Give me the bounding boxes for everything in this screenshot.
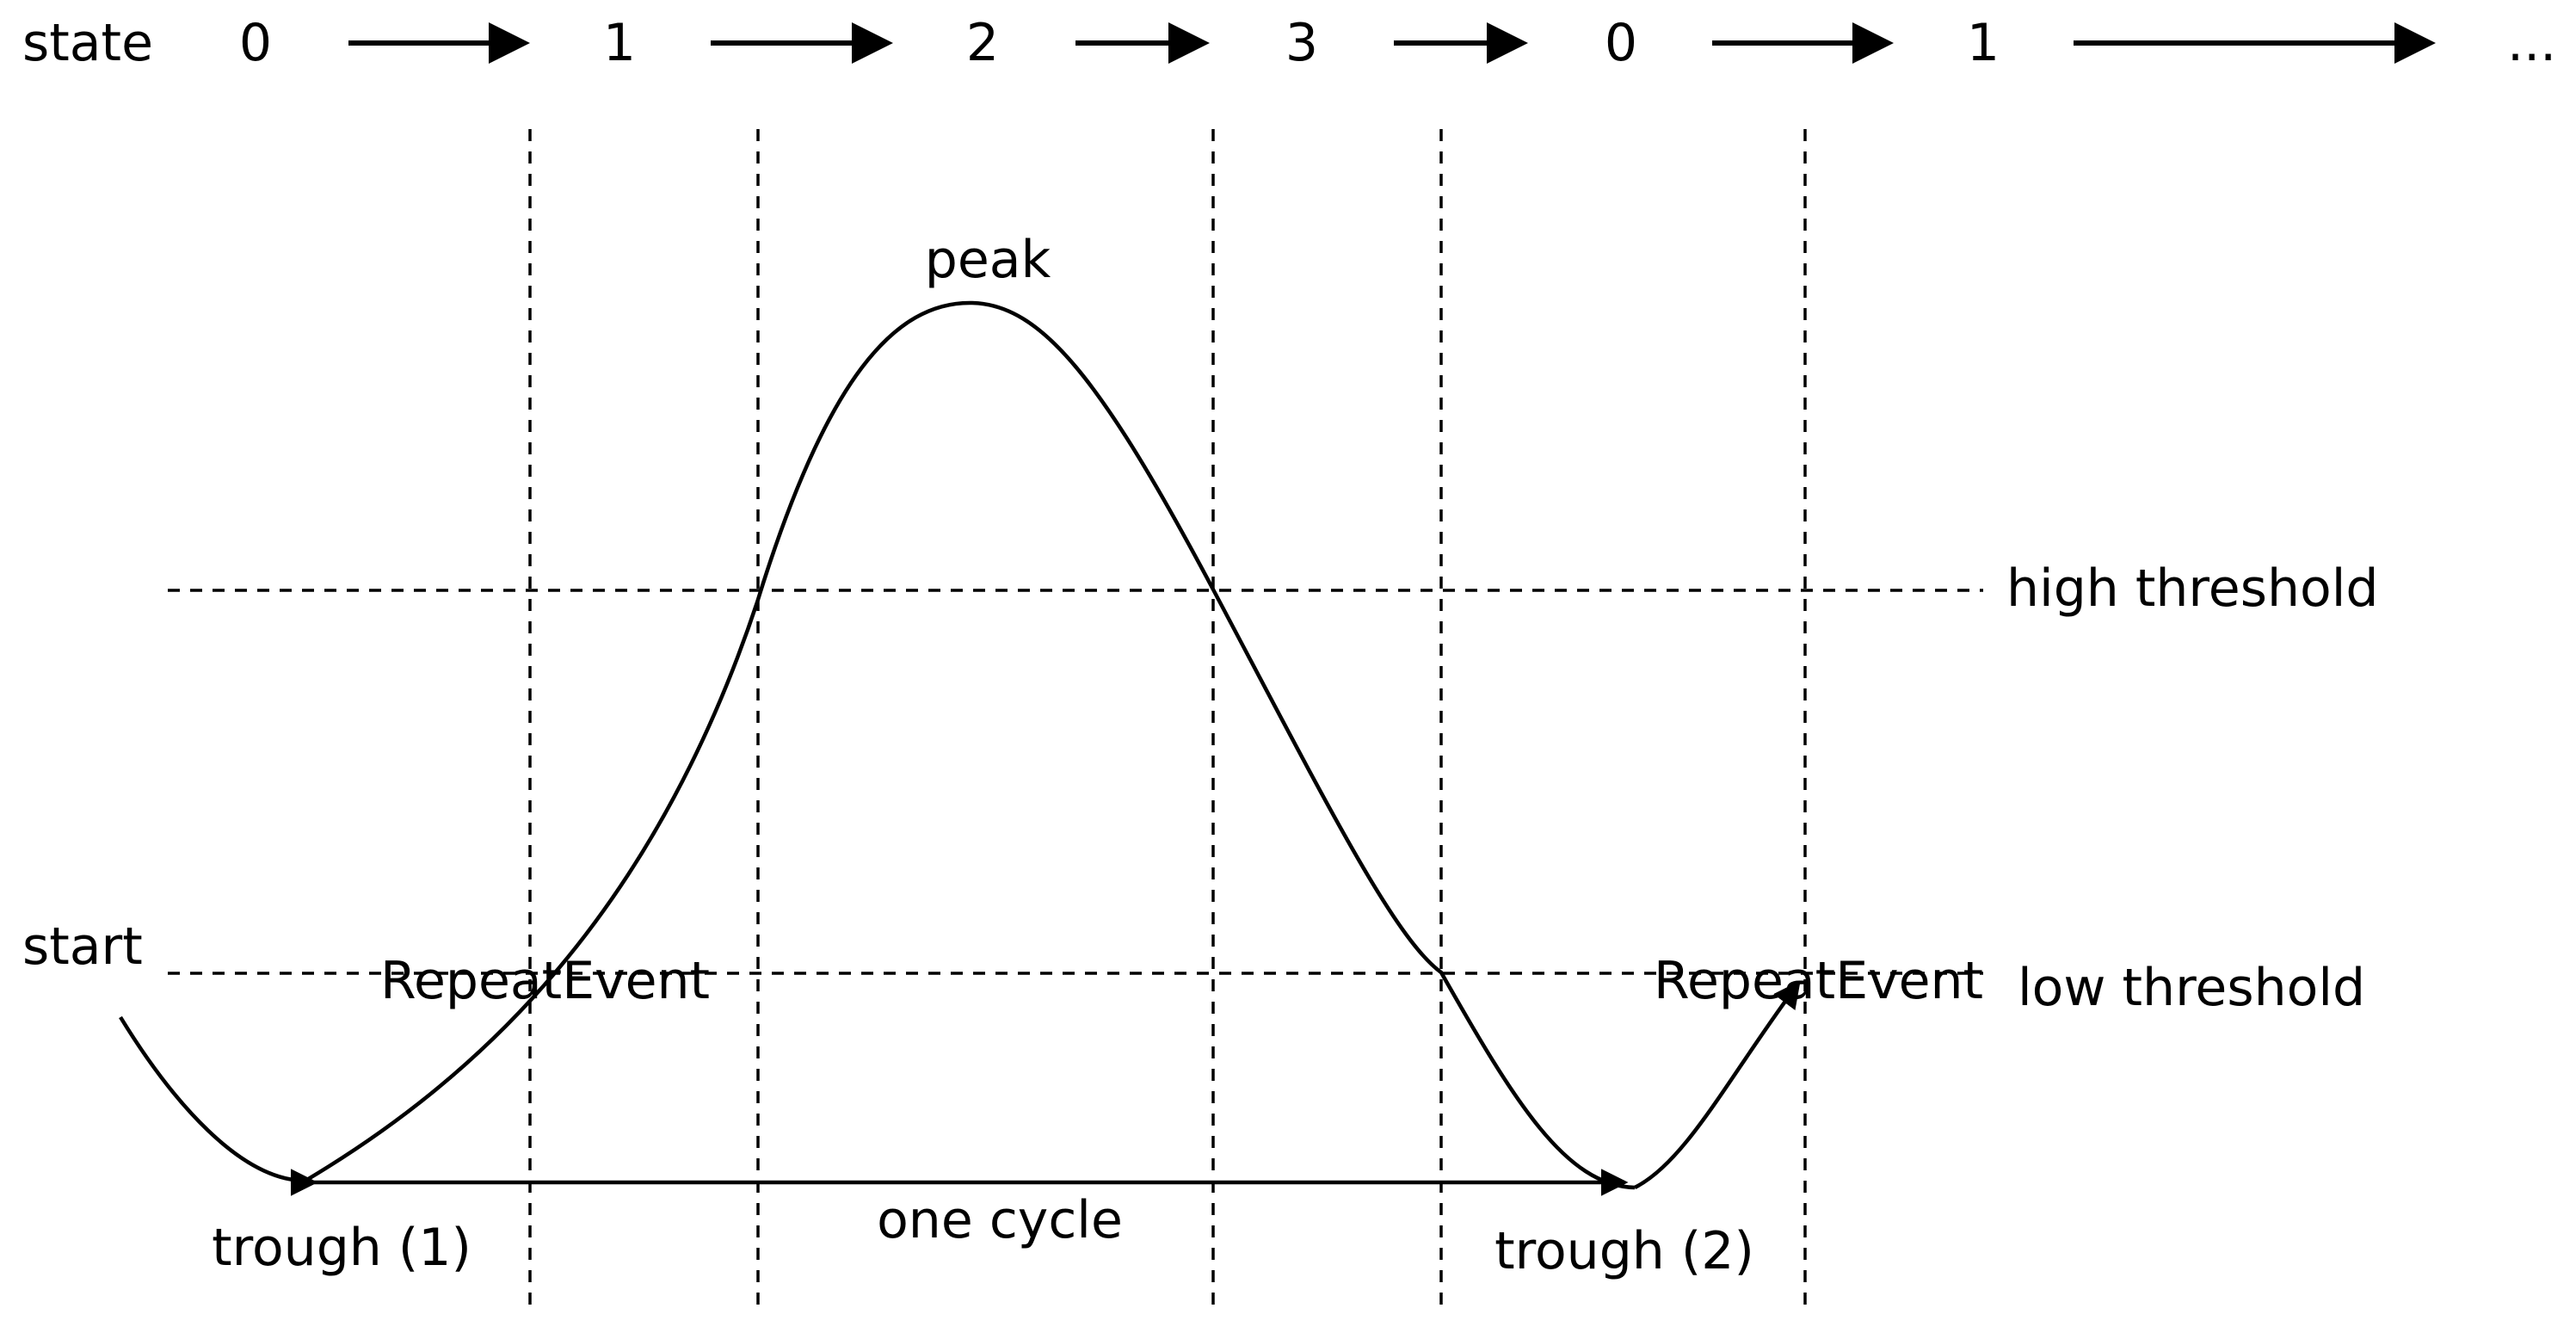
state-0-first: 0	[239, 13, 272, 73]
trough-2-label: trough (2)	[1494, 1221, 1754, 1281]
state-boundaries	[528, 129, 1807, 1313]
state-ellipsis: ...	[2507, 13, 2556, 73]
one-cycle-label: one cycle	[877, 1190, 1123, 1250]
signal-curve	[119, 300, 1636, 1190]
state-3: 3	[1285, 13, 1318, 73]
state-1-first: 1	[603, 13, 636, 73]
thresholds: high threshold low threshold	[168, 558, 2378, 1018]
trough-1-label: trough (1)	[212, 1218, 471, 1278]
high-threshold-label: high threshold	[2006, 558, 2378, 619]
repeat-event-label-2: RepeatEvent	[1654, 951, 1983, 1011]
state-label: state	[22, 13, 153, 73]
repeat-event-label-1: RepeatEvent	[380, 951, 710, 1011]
state-row: state 0 1 2 3 0 1 ...	[22, 13, 2556, 73]
state-0-second: 0	[1605, 13, 1637, 73]
state-2: 2	[966, 13, 999, 73]
signal-curve-rising-tail	[1633, 980, 1801, 1190]
low-threshold-label: low threshold	[2018, 958, 2365, 1018]
state-1-second: 1	[1967, 13, 2000, 73]
peak-label: peak	[925, 230, 1051, 290]
start-label: start	[22, 916, 143, 977]
